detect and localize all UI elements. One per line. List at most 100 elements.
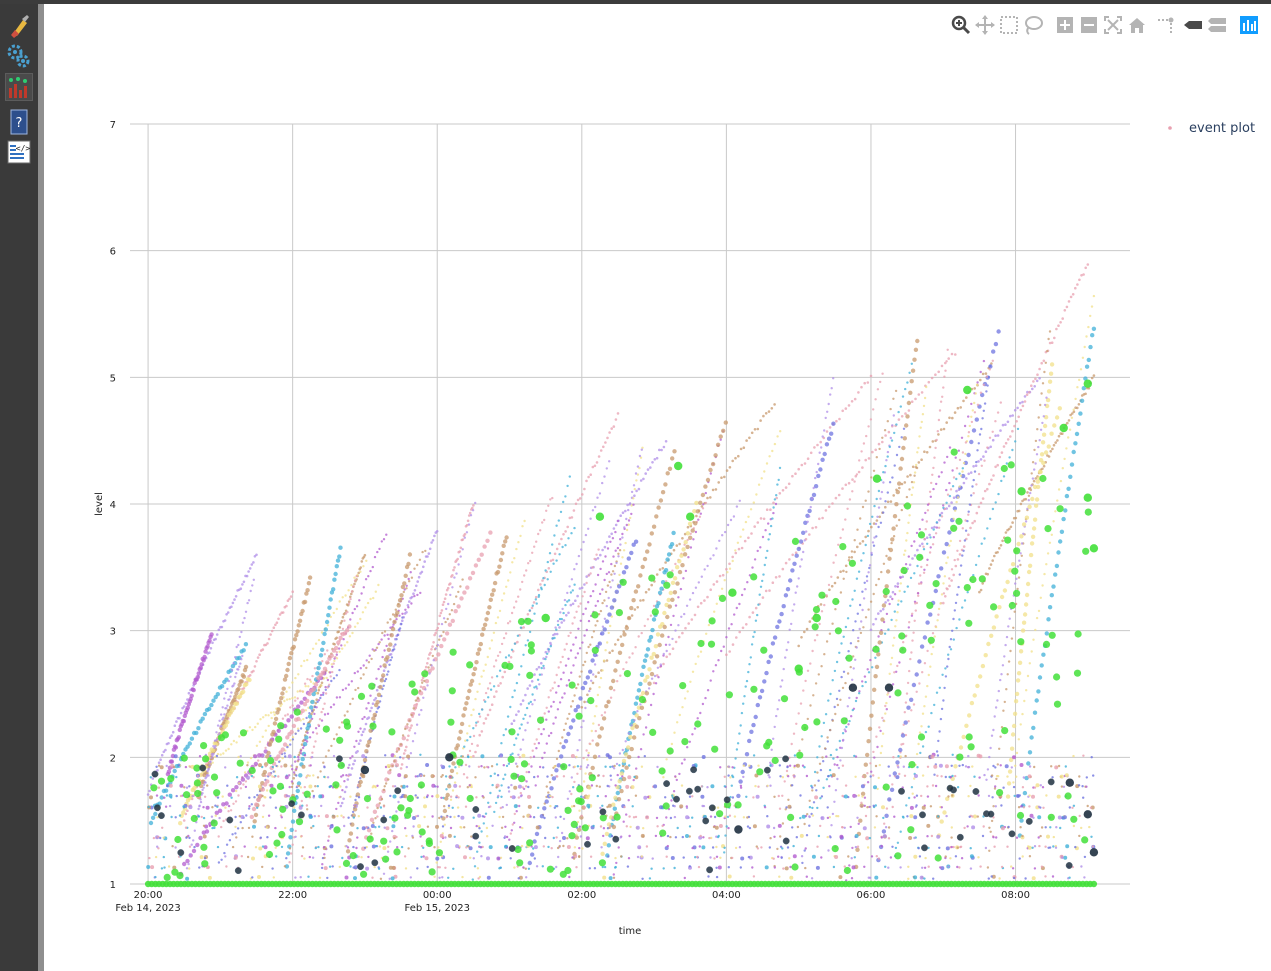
- scatter-point[interactable]: [775, 624, 780, 630]
- scatter-point[interactable]: [401, 734, 405, 737]
- scatter-point[interactable]: [566, 484, 569, 488]
- scatter-point[interactable]: [982, 455, 985, 458]
- scatter-point[interactable]: [918, 528, 921, 531]
- scatter-point[interactable]: [977, 460, 980, 463]
- scatter-point[interactable]: [915, 690, 918, 693]
- scatter-point[interactable]: [658, 498, 664, 503]
- scatter-point[interactable]: [803, 630, 806, 634]
- scatter-point[interactable]: [706, 595, 709, 599]
- scatter-point[interactable]: [955, 626, 958, 630]
- scatter-point[interactable]: [193, 829, 196, 832]
- scatter-point[interactable]: [905, 804, 908, 807]
- scatter-point[interactable]: [517, 796, 520, 799]
- scatter-point[interactable]: [921, 413, 925, 416]
- scatter-point[interactable]: [576, 594, 579, 598]
- scatter-point[interactable]: [534, 598, 537, 601]
- scatter-point[interactable]: [1006, 845, 1009, 848]
- scatter-point[interactable]: [881, 716, 884, 720]
- scatter-point[interactable]: [818, 467, 823, 472]
- scatter-point[interactable]: [464, 763, 468, 767]
- scatter-point[interactable]: [900, 743, 903, 746]
- scatter-point[interactable]: [662, 610, 667, 616]
- scatter-point[interactable]: [1011, 723, 1017, 729]
- scatter-point[interactable]: [745, 439, 748, 442]
- scatter-point[interactable]: [350, 592, 353, 596]
- scatter-point[interactable]: [994, 434, 997, 438]
- scatter-point[interactable]: [457, 563, 460, 566]
- scatter-point[interactable]: [562, 817, 566, 821]
- scatter-point[interactable]: [163, 788, 169, 793]
- scatter-point[interactable]: [511, 695, 514, 699]
- scatter-point[interactable]: [694, 662, 697, 666]
- scatter-point[interactable]: [802, 689, 805, 692]
- scatter-point[interactable]: [580, 795, 583, 798]
- scatter-point[interactable]: [297, 753, 301, 757]
- scatter-point[interactable]: [1061, 516, 1066, 522]
- scatter-point[interactable]: [1074, 431, 1080, 437]
- scatter-point[interactable]: [233, 694, 238, 699]
- scatter-point[interactable]: [973, 387, 976, 390]
- scatter-point[interactable]: [434, 631, 438, 635]
- scatter-point[interactable]: [898, 486, 901, 490]
- scatter-point[interactable]: [876, 745, 879, 749]
- scatter-point[interactable]: [331, 670, 334, 674]
- scatter-point[interactable]: [1067, 419, 1071, 422]
- scatter-point[interactable]: [869, 600, 873, 603]
- scatter-point[interactable]: [943, 575, 947, 578]
- scatter-point[interactable]: [933, 703, 936, 707]
- scatter-point[interactable]: [986, 527, 989, 530]
- scatter-point[interactable]: [440, 609, 444, 612]
- scatter-point[interactable]: [888, 547, 894, 553]
- scatter-point[interactable]: [418, 713, 421, 716]
- scatter-point[interactable]: [582, 719, 585, 723]
- scatter-point[interactable]: [817, 779, 820, 782]
- scatter-point[interactable]: [685, 604, 689, 607]
- scatter-point[interactable]: [841, 732, 845, 735]
- scatter-point[interactable]: [370, 706, 373, 710]
- scatter-point[interactable]: [314, 701, 318, 705]
- scatter-point[interactable]: [1019, 763, 1024, 767]
- scatter-point[interactable]: [383, 634, 386, 637]
- scatter-point[interactable]: [593, 557, 596, 561]
- scatter-point[interactable]: [905, 692, 909, 695]
- scatter-point[interactable]: [404, 749, 407, 752]
- scatter-point[interactable]: [279, 704, 282, 708]
- scatter-point[interactable]: [904, 387, 907, 391]
- scatter-point[interactable]: [299, 749, 303, 752]
- scatter-point[interactable]: [242, 580, 246, 584]
- scatter-point[interactable]: [324, 619, 330, 625]
- scatter-point[interactable]: [235, 672, 238, 675]
- scatter-point[interactable]: [380, 797, 384, 801]
- scatter-point[interactable]: [642, 556, 648, 562]
- scatter-point[interactable]: [594, 729, 597, 733]
- scatter-point[interactable]: [229, 675, 232, 678]
- scatter-point[interactable]: [913, 554, 917, 557]
- scatter-point[interactable]: [842, 577, 845, 580]
- scatter-point[interactable]: [423, 560, 427, 563]
- scatter-point[interactable]: [393, 648, 396, 651]
- scatter-point[interactable]: [622, 549, 626, 552]
- scatter-point[interactable]: [917, 659, 922, 664]
- scatter-point[interactable]: [359, 677, 363, 680]
- scatter-point[interactable]: [401, 736, 406, 741]
- scatter-point[interactable]: [555, 632, 559, 636]
- scatter-point[interactable]: [238, 665, 241, 668]
- scatter-point[interactable]: [856, 528, 859, 531]
- scatter-point[interactable]: [1052, 520, 1055, 523]
- scatter-point[interactable]: [1002, 445, 1006, 448]
- scatter-point[interactable]: [859, 631, 863, 635]
- scatter-point[interactable]: [764, 412, 768, 415]
- scatter-point[interactable]: [945, 488, 948, 492]
- scatter-point[interactable]: [211, 641, 214, 645]
- scatter-point[interactable]: [606, 547, 610, 550]
- scatter-point[interactable]: [503, 670, 507, 674]
- scatter-point[interactable]: [549, 689, 552, 692]
- scatter-point[interactable]: [471, 506, 474, 510]
- scatter-point[interactable]: [492, 665, 496, 668]
- scatter-point[interactable]: [728, 466, 732, 469]
- scatter-point[interactable]: [965, 477, 968, 480]
- scatter-point[interactable]: [466, 786, 469, 789]
- scatter-point[interactable]: [596, 693, 600, 697]
- scatter-point[interactable]: [548, 552, 552, 555]
- scatter-point[interactable]: [615, 659, 620, 664]
